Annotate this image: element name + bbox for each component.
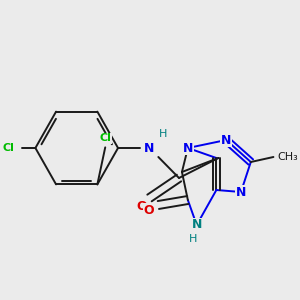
Text: O: O [143, 203, 154, 217]
Text: CH₃: CH₃ [278, 152, 298, 162]
Text: Cl: Cl [3, 143, 15, 153]
Text: Cl: Cl [99, 134, 111, 143]
Text: N: N [191, 218, 202, 232]
Text: N: N [144, 142, 155, 154]
Text: N: N [221, 134, 231, 146]
Text: H: H [189, 234, 197, 244]
Text: N: N [183, 142, 193, 154]
Text: H: H [159, 129, 167, 139]
Text: N: N [236, 185, 246, 199]
Text: O: O [136, 200, 147, 212]
